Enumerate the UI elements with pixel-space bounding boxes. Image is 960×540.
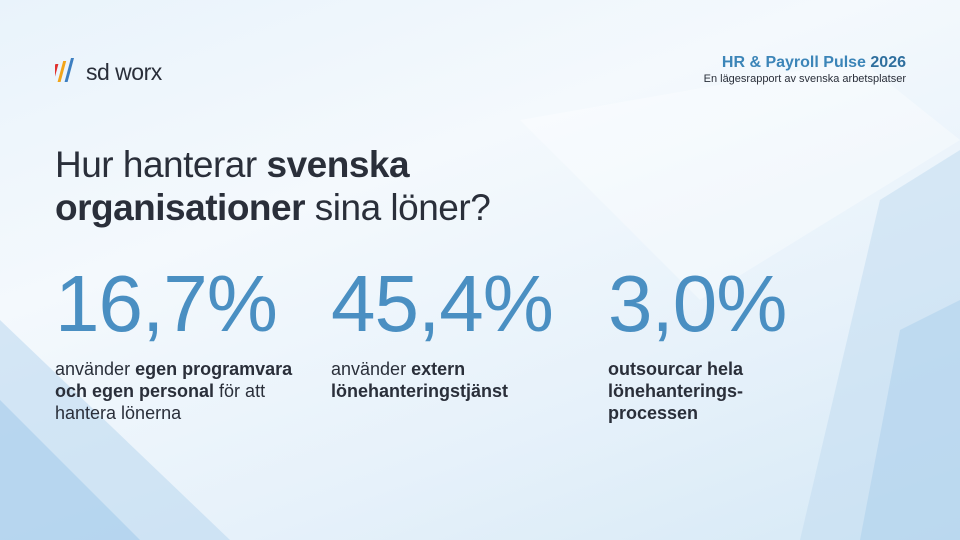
stat-value: 45,4% (331, 259, 554, 348)
headline-part4: sina löner? (305, 187, 491, 228)
stat-text-bold: egen programvara och egen personal (55, 359, 293, 401)
logo-mark-icon (55, 58, 74, 82)
logo-text: sd worx (86, 58, 162, 85)
stat-description: använder extern lönehanteringstjänst (331, 358, 561, 402)
report-header: HR & Payroll Pulse 2026 En lägesrapport … (704, 54, 906, 85)
sd-worx-logo: sd worx (55, 58, 162, 86)
headline-bold1: svenska (266, 144, 410, 185)
stat-card-outsourcing: 3,0% outsourcar hela lönehanterings-proc… (608, 259, 787, 424)
stat-value: 16,7% (55, 259, 278, 348)
stat-text-bold: extern lönehanteringstjänst (331, 359, 509, 401)
stat-description: använder egen programvara och egen perso… (55, 358, 300, 424)
report-subtitle: En lägesrapport av svenska arbetsplatser (703, 73, 906, 85)
stat-text-pre: använder (331, 359, 412, 379)
stat-card-external-service: 45,4% använder extern lönehanteringstjän… (331, 262, 561, 402)
report-title-main: HR & Payroll Pulse (721, 54, 866, 71)
stat-text-bold: outsourcar hela lönehanterings-processen (608, 359, 744, 423)
stat-description: outsourcar hela lönehanterings-processen (608, 358, 783, 424)
headline-part1: Hur hanterar (55, 144, 267, 185)
report-title-year: 2026 (870, 54, 906, 71)
stat-value: 3,0% (608, 259, 787, 348)
stat-card-own-software: 16,7% använder egen programvara och egen… (55, 262, 300, 424)
stat-text-post: för att hantera lönerna (55, 381, 266, 423)
stat-text-pre: använder (55, 359, 136, 379)
headline-bold2: organisationer (55, 187, 306, 228)
page-headline: Hur hanterar svenska organisationer sina… (55, 143, 491, 229)
report-title: HR & Payroll Pulse 2026 (704, 54, 906, 72)
